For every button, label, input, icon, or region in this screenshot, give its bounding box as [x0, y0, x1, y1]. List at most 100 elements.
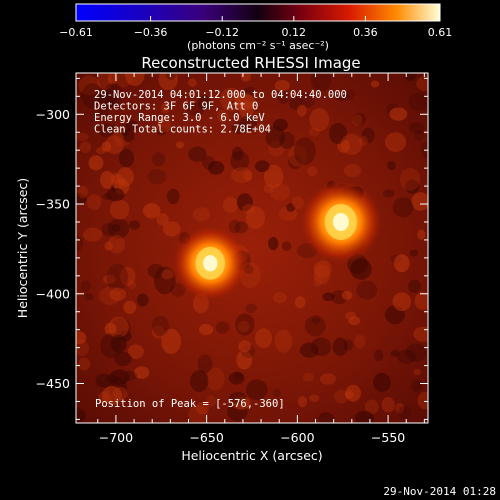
texture-blob — [313, 260, 332, 278]
texture-blob — [243, 170, 253, 181]
info-line: Energy Range: 3.0 - 6.0 keV — [94, 112, 265, 124]
texture-blob — [106, 188, 125, 202]
texture-blob — [384, 132, 407, 152]
texture-blob — [231, 121, 247, 135]
texture-blob — [311, 317, 321, 324]
texture-blob — [229, 391, 247, 404]
texture-blob — [354, 334, 366, 349]
texture-blob — [236, 193, 253, 212]
texture-blob — [382, 189, 395, 198]
texture-blob — [133, 366, 150, 379]
texture-blob — [98, 90, 118, 109]
texture-blob — [76, 408, 86, 423]
x-axis-label: Heliocentric X (arcsec) — [181, 448, 322, 463]
texture-blob — [76, 340, 89, 357]
texture-blob — [147, 169, 167, 185]
texture-blob — [231, 146, 244, 161]
texture-blob — [358, 135, 368, 146]
texture-blob — [109, 287, 126, 301]
source-peak — [203, 255, 218, 272]
texture-blob — [297, 104, 307, 117]
texture-blob — [409, 249, 418, 257]
texture-blob — [158, 73, 179, 91]
texture-blob — [392, 292, 412, 312]
info-text: 29-Nov-2014 04:01:12.000 to 04:04:40.000… — [94, 89, 347, 136]
texture-blob — [277, 89, 290, 104]
texture-blob — [319, 373, 336, 385]
texture-blob — [228, 220, 241, 234]
texture-blob — [307, 166, 318, 177]
texture-blob — [395, 402, 405, 414]
texture-blob — [236, 350, 253, 370]
x-axis: −700 −650 −600 −550 — [97, 73, 425, 445]
texture-blob — [83, 292, 94, 301]
texture-blob — [156, 117, 172, 133]
texture-blob — [103, 274, 116, 285]
texture-blob — [281, 241, 292, 251]
colorbar-tick-label: −0.61 — [59, 26, 93, 39]
texture-blob — [405, 343, 427, 362]
texture-blob — [413, 326, 428, 342]
texture-blob — [335, 91, 350, 102]
texture-blob — [238, 340, 252, 353]
x-tick-label: −600 — [280, 430, 314, 445]
texture-blob — [101, 222, 115, 237]
texture-blob — [161, 328, 182, 354]
texture-blob — [332, 337, 348, 357]
texture-blob — [389, 107, 408, 121]
texture-blob — [152, 315, 169, 337]
texture-blob — [279, 131, 295, 150]
texture-blob — [119, 266, 136, 287]
texture-blob — [291, 196, 305, 210]
plot-frame — [75, 72, 429, 424]
texture-blob — [288, 96, 303, 110]
texture-blob — [80, 280, 91, 292]
peak-position-text: Position of Peak = [-576,-360] — [95, 398, 285, 410]
texture-blob — [245, 206, 266, 230]
texture-blob — [268, 140, 285, 157]
texture-blob — [188, 405, 208, 423]
texture-blob — [151, 152, 166, 167]
texture-blob — [77, 357, 91, 371]
colorbar: −0.61 −0.36 −0.12 0.12 0.36 0.61 (photons cm⁻… — [59, 3, 452, 52]
texture-blob — [156, 212, 169, 226]
texture-blob — [228, 372, 245, 385]
colorbar-tick-label: 0.12 — [282, 26, 307, 39]
texture-blob — [361, 127, 375, 144]
texture-blob — [215, 321, 230, 334]
texture-blob — [399, 167, 421, 191]
texture-blob — [294, 296, 306, 309]
texture-blob — [110, 172, 120, 184]
texture-blob — [308, 127, 320, 137]
texture-blob — [245, 379, 268, 400]
y-axis-label: Heliocentric Y (arcsec) — [15, 178, 30, 318]
texture-blob — [232, 396, 251, 410]
texture-blob — [153, 266, 176, 295]
texture-blob — [192, 207, 211, 222]
texture-blob — [128, 220, 141, 230]
texture-blob — [197, 354, 213, 373]
texture-blob — [408, 279, 421, 293]
texture-blob — [136, 293, 149, 307]
texture-blob — [77, 185, 88, 199]
texture-blob — [343, 164, 362, 178]
x-tick-label: −700 — [99, 430, 133, 445]
y-tick-label: −400 — [36, 286, 70, 301]
texture-blob — [243, 86, 256, 96]
info-line: 29-Nov-2014 04:01:12.000 to 04:04:40.000 — [94, 89, 347, 101]
texture-blob — [97, 104, 109, 118]
texture-blob — [101, 141, 112, 152]
texture-blob — [116, 167, 134, 187]
texture-blob — [240, 73, 251, 82]
texture-blob — [104, 241, 113, 251]
texture-blob — [372, 372, 391, 392]
texture-blob — [310, 73, 332, 92]
texture-blob — [187, 78, 197, 87]
texture-blob — [103, 82, 123, 108]
texture-blob — [222, 197, 239, 213]
plot-area — [76, 73, 428, 423]
texture-blob — [106, 263, 129, 292]
emission-sources — [171, 179, 383, 302]
texture-blob — [270, 183, 291, 201]
texture-blob — [263, 164, 284, 189]
